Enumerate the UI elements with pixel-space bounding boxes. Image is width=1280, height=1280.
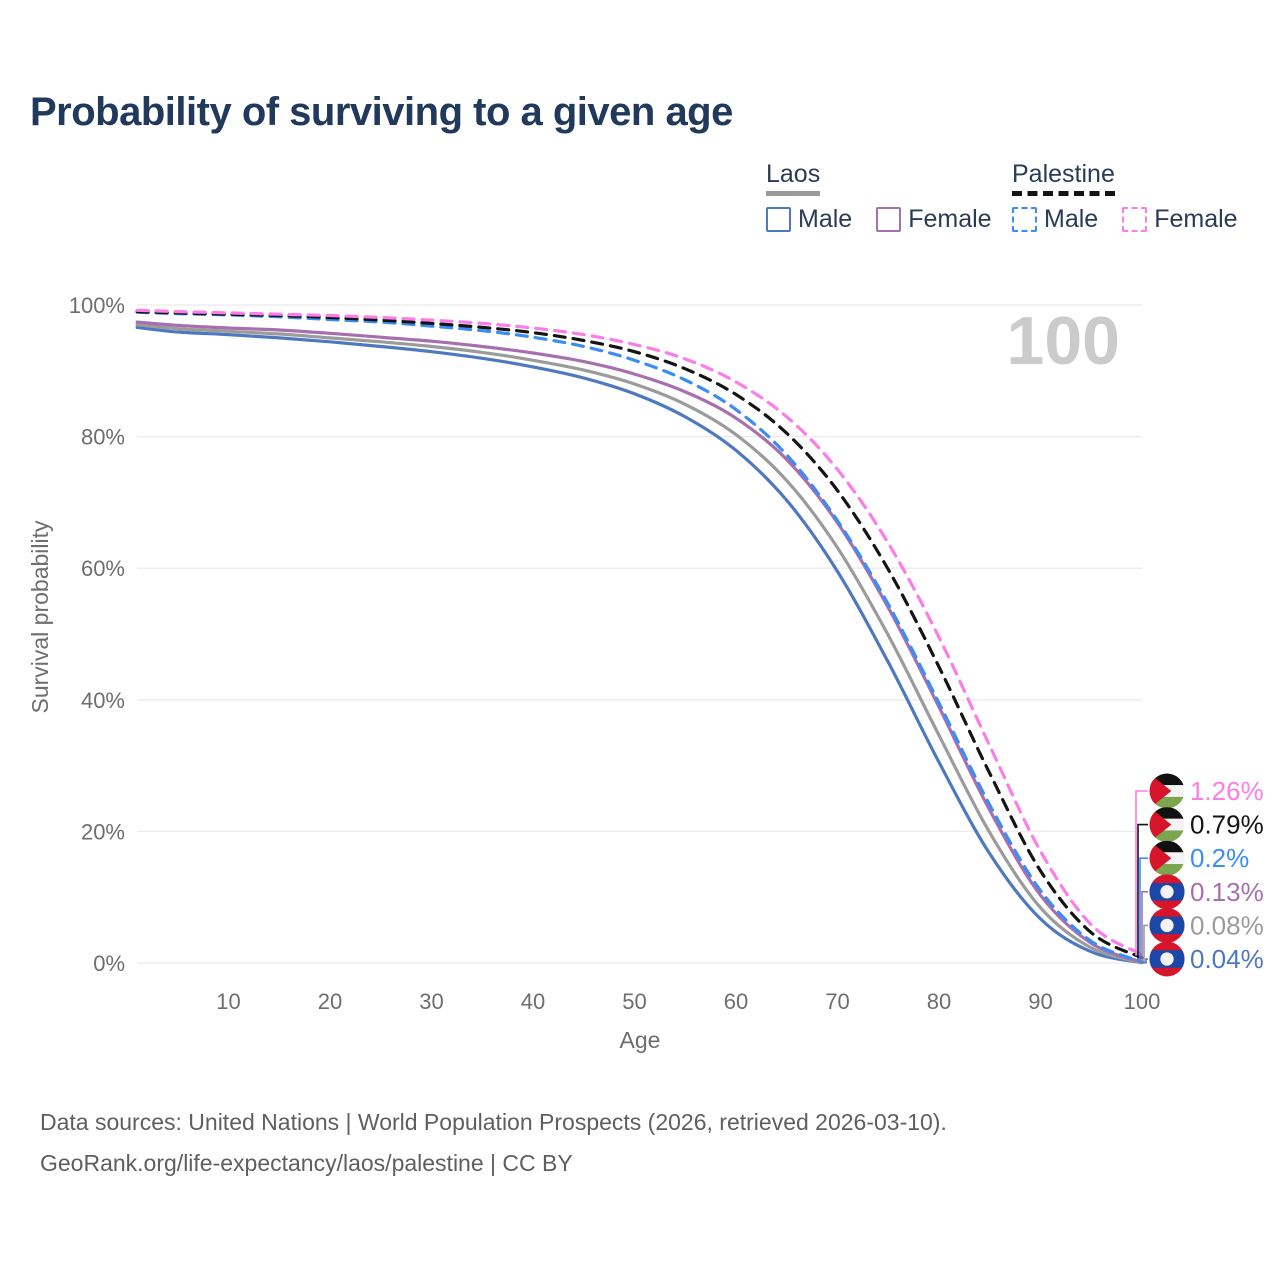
series-line-laos-female xyxy=(135,320,1144,964)
end-label-connector-laos-female xyxy=(1141,891,1148,963)
y-tick-label: 0% xyxy=(93,951,125,976)
end-label-value: 1.26% xyxy=(1190,776,1264,806)
laos-flag-icon xyxy=(1149,907,1185,943)
y-tick-label: 100% xyxy=(69,293,125,318)
series-line-palestine-both xyxy=(135,310,1144,960)
legend-label-palestine-male: Male xyxy=(1044,205,1099,233)
end-label-value: 0.79% xyxy=(1190,810,1264,840)
laos-male-swatch-icon xyxy=(766,207,791,232)
chart-footer: Data sources: United Nations | World Pop… xyxy=(40,1102,947,1184)
x-tick-label: 80 xyxy=(927,989,951,1014)
y-tick-label: 20% xyxy=(81,819,125,844)
palestine-female-swatch-icon xyxy=(1122,207,1148,232)
legend-title-laos: Laos xyxy=(766,160,821,196)
laos-flag-icon xyxy=(1149,874,1185,910)
series-line-palestine-female xyxy=(135,308,1144,957)
x-tick-label: 40 xyxy=(521,989,545,1014)
data-sources-line: Data sources: United Nations | World Pop… xyxy=(40,1109,947,1135)
x-axis-title: Age xyxy=(620,1027,661,1053)
x-tick-label: 10 xyxy=(216,989,240,1014)
legend-item-palestine-female[interactable]: Female xyxy=(1122,205,1238,234)
legend-label-laos-male: Male xyxy=(798,205,853,233)
legend-item-laos-male[interactable]: Male xyxy=(766,205,852,234)
y-tick-label: 60% xyxy=(81,556,125,581)
legend-group-palestine: Palestine Male Female xyxy=(1012,160,1238,234)
end-label-value: 0.08% xyxy=(1190,910,1264,940)
x-tick-label: 60 xyxy=(724,989,748,1014)
age-watermark: 100 xyxy=(1007,303,1120,379)
end-label-value: 0.13% xyxy=(1190,877,1264,907)
x-tick-label: 70 xyxy=(825,989,849,1014)
series-line-laos-both xyxy=(135,323,1144,965)
end-label-laos-male xyxy=(1149,941,1185,977)
end-label-connector-palestine-male xyxy=(1139,857,1148,963)
palestine-male-swatch-icon xyxy=(1012,207,1037,232)
legend-item-laos-female[interactable]: Female xyxy=(876,205,992,234)
palestine-flag-icon xyxy=(1149,840,1185,876)
x-tick-label: 50 xyxy=(622,989,646,1014)
y-tick-label: 80% xyxy=(81,425,125,450)
palestine-flag-icon xyxy=(1149,807,1185,843)
legend-label-laos-female: Female xyxy=(908,205,992,233)
series-line-palestine-male xyxy=(135,310,1144,964)
legend-label-palestine-female: Female xyxy=(1154,205,1238,233)
y-tick-label: 40% xyxy=(81,688,125,713)
laos-flag-icon xyxy=(1149,941,1185,977)
series-line-laos-male xyxy=(135,325,1144,965)
end-label-palestine-both xyxy=(1149,807,1185,843)
end-label-connector-palestine-female xyxy=(1135,790,1148,956)
legend-group-laos: Laos Male Female xyxy=(766,160,992,234)
end-label-value: 0.04% xyxy=(1190,944,1264,974)
x-tick-label: 30 xyxy=(419,989,443,1014)
y-axis-title: Survival probability xyxy=(27,520,53,714)
attribution-line: GeoRank.org/life-expectancy/laos/palesti… xyxy=(40,1150,573,1176)
x-tick-label: 20 xyxy=(318,989,342,1014)
end-label-connector-laos-male xyxy=(1142,958,1148,964)
page-title: Probability of surviving to a given age xyxy=(30,90,733,134)
palestine-flag-icon xyxy=(1149,773,1185,809)
x-tick-label: 100 xyxy=(1124,989,1161,1014)
laos-female-swatch-icon xyxy=(876,207,902,232)
legend-title-palestine: Palestine xyxy=(1012,160,1115,196)
legend-item-palestine-male[interactable]: Male xyxy=(1012,205,1098,234)
end-label-laos-female xyxy=(1149,874,1185,910)
x-tick-label: 90 xyxy=(1028,989,1052,1014)
end-label-value: 0.2% xyxy=(1190,843,1249,873)
end-label-laos-both xyxy=(1149,907,1185,943)
end-label-palestine-male xyxy=(1149,840,1185,876)
end-label-palestine-female xyxy=(1149,773,1185,809)
